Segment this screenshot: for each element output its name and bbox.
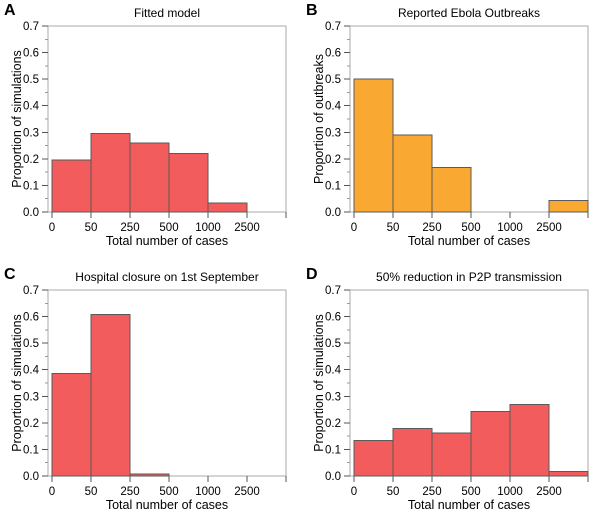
y-tick-label: 0.0 [23,471,39,483]
histogram-bar [392,134,433,213]
x-axis-label: Total number of cases [105,234,229,248]
histogram-plot-c: 0.0 0.1 0.2 0.3 0.4 0.5 0.6 0.7 0 50 250 500 1000 250… [23,285,287,498]
x-tick-label: 0 [351,222,357,234]
x-tick-label: 1000 [497,222,523,234]
x-tick-label: 1000 [497,486,523,498]
x-tick-label: 50 [387,486,400,498]
panel-title: Reported Ebola Outbreaks [397,6,541,20]
y-tick-label: 0.2 [325,418,341,430]
x-tick-label: 250 [120,486,139,498]
panel-title: 50% reduction in P2P transmission [376,270,562,284]
histogram-bar [90,314,131,477]
x-tick-label: 1000 [195,222,221,234]
y-tick-label: 0.2 [23,154,39,166]
histogram-bar [168,153,209,213]
x-tick-label: 500 [461,222,480,234]
histogram-plot-d: 0.0 0.1 0.2 0.3 0.4 0.5 0.6 0.7 0 50 250 500 1000 250… [325,285,589,498]
panel-title: Fitted model [133,6,201,20]
y-tick-label: 0.7 [325,21,341,33]
histogram-bar [51,373,92,477]
histogram-bar [353,78,394,213]
y-tick-label: 0.0 [325,471,341,483]
x-tick-label: 250 [120,222,139,234]
histogram-bar [129,142,170,213]
y-tick-label: 0.1 [23,444,39,456]
x-axis-label: Total number of cases [105,498,229,512]
x-tick-label: 500 [461,486,480,498]
y-tick-label: 0.4 [325,365,342,377]
y-tick-label: 0.5 [23,74,39,86]
histogram-plot-b: 0.0 0.1 0.2 0.3 0.4 0.5 0.6 0.7 0 50 250 500 1000 250… [325,21,589,234]
x-tick-label: 250 [422,486,441,498]
y-tick-label: 0.5 [325,338,341,350]
y-tick-label: 0.0 [325,207,341,219]
x-tick-label: 2500 [536,486,562,498]
x-tick-label: 2500 [536,222,562,234]
x-axis-label: Total number of cases [407,498,531,512]
panel-title: Hospital closure on 1st September [75,270,259,284]
y-tick-label: 0.7 [325,285,341,297]
y-tick-label: 0.5 [23,338,39,350]
histogram-bar [431,166,472,213]
x-axis-label: Total number of cases [407,234,531,248]
x-tick-label: 500 [159,486,178,498]
y-axis-label: Proportion of simulations [10,314,24,452]
y-tick-label: 0.5 [325,74,341,86]
y-tick-label: 0.2 [23,418,39,430]
panel-letter: B [306,2,318,19]
y-tick-label: 0.4 [23,365,40,377]
panel-a: 0.0 0.1 0.2 0.3 0.4 0.5 0.6 0.7 0 50 250 500 1000 250… [0,0,302,264]
x-tick-label: 50 [85,222,98,234]
y-tick-label: 0.0 [23,207,39,219]
y-tick-label: 0.2 [325,154,341,166]
y-tick-label: 0.3 [325,391,341,403]
y-tick-label: 0.1 [325,444,341,456]
x-tick-label: 50 [85,486,98,498]
histogram-bar [129,473,170,477]
histogram-bar [509,403,550,477]
histogram-bar [431,432,472,477]
y-tick-label: 0.1 [325,180,341,192]
panel-letter: C [4,266,16,283]
y-tick-label: 0.7 [23,21,39,33]
histogram-bar [90,133,131,213]
panel-c: 0.0 0.1 0.2 0.3 0.4 0.5 0.6 0.7 0 50 250 500 1000 250… [0,264,302,527]
histogram-plot-a: 0.0 0.1 0.2 0.3 0.4 0.5 0.6 0.7 0 50 250 500 1000 250… [23,21,287,234]
y-tick-label: 0.3 [23,391,39,403]
panel-letter: A [4,2,16,19]
histogram-bar [51,159,92,213]
y-axis-label: Proportion of simulations [10,50,24,188]
y-tick-label: 0.6 [23,312,39,324]
histogram-bar [548,200,589,213]
y-tick-label: 0.6 [325,312,341,324]
histogram-bar [207,202,248,213]
panel-b: 0.0 0.1 0.2 0.3 0.4 0.5 0.6 0.7 0 50 250 500 1000 250… [302,0,604,264]
y-tick-label: 0.7 [23,285,39,297]
x-tick-label: 2500 [234,222,260,234]
histogram-bar [548,471,589,477]
y-tick-label: 0.1 [23,180,39,192]
y-tick-label: 0.4 [23,101,40,113]
x-tick-label: 0 [49,486,55,498]
panel-d: 0.0 0.1 0.2 0.3 0.4 0.5 0.6 0.7 0 50 250 500 1000 250… [302,264,604,527]
y-tick-label: 0.4 [325,101,342,113]
x-tick-label: 0 [49,222,55,234]
y-tick-label: 0.3 [325,127,341,139]
y-axis-label: Proportion of simulations [312,314,326,452]
histogram-bar [353,440,394,477]
x-tick-label: 0 [351,486,357,498]
x-tick-label: 1000 [195,486,221,498]
histogram-bar [470,410,511,477]
x-tick-label: 50 [387,222,400,234]
histogram-bar [392,428,433,477]
x-tick-label: 2500 [234,486,260,498]
x-tick-label: 250 [422,222,441,234]
panel-letter: D [306,266,318,283]
y-axis-label: Proportion of outbreaks [312,54,326,184]
x-tick-label: 500 [159,222,178,234]
y-tick-label: 0.3 [23,127,39,139]
y-tick-label: 0.6 [23,48,39,60]
y-tick-label: 0.6 [325,48,341,60]
